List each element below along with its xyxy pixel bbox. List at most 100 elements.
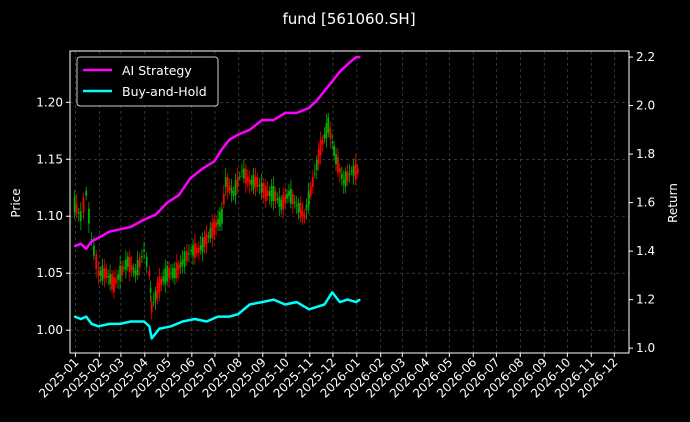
- legend-label-buy-and-hold: Buy-and-Hold: [122, 84, 207, 99]
- price-bar: [278, 196, 281, 208]
- price-bar: [258, 184, 261, 186]
- price-bar: [121, 265, 123, 276]
- y-left-axis: 1.00 1.05 1.10 1.15 1.20: [36, 95, 70, 337]
- price-bar: [123, 267, 125, 269]
- series-point: [143, 320, 145, 323]
- price-bar: [264, 185, 267, 201]
- price-bar: [305, 205, 308, 211]
- price-bar: [260, 182, 263, 193]
- price-bar: [172, 268, 174, 279]
- price-bar: [97, 270, 100, 276]
- legend-box: [76, 56, 219, 107]
- price-bar: [234, 180, 237, 196]
- series-point: [170, 325, 172, 328]
- series-point: [339, 70, 341, 73]
- price-bar: [307, 191, 310, 207]
- price-bar: [119, 265, 122, 281]
- price-bar: [348, 173, 351, 175]
- series-point: [295, 112, 298, 114]
- price-bar: [238, 176, 241, 178]
- price-bar: [256, 177, 259, 188]
- price-bar: [73, 197, 76, 213]
- series-point: [119, 228, 121, 231]
- price-bar: [270, 185, 273, 201]
- price-bar: [148, 270, 151, 276]
- price-bar: [160, 279, 163, 285]
- price-bar: [272, 185, 275, 201]
- series-point: [331, 80, 333, 83]
- price-bar: [337, 157, 339, 173]
- price-bar: [87, 208, 90, 224]
- price-bar: [354, 163, 357, 179]
- series-point: [100, 235, 102, 238]
- price-bar: [149, 287, 152, 293]
- price-bar: [215, 222, 218, 228]
- series-point: [323, 303, 326, 306]
- price-bar: [217, 219, 219, 225]
- price-bar: [220, 208, 223, 224]
- price-bar: [117, 274, 119, 280]
- price-bar: [226, 177, 229, 193]
- price-bar: [323, 133, 326, 139]
- series-point: [261, 301, 263, 303]
- series-point: [194, 318, 196, 320]
- price-bar: [197, 247, 200, 253]
- price-bar: [248, 179, 251, 185]
- price-bar: [103, 268, 106, 279]
- price-bar: [313, 173, 316, 175]
- series-point: [150, 337, 153, 340]
- series-point: [221, 148, 223, 151]
- price-bar: [201, 237, 204, 253]
- y-left-label: Price: [9, 188, 23, 217]
- series-point: [177, 194, 180, 197]
- price-bar: [303, 213, 306, 219]
- price-bar: [168, 268, 170, 279]
- series-point: [217, 315, 219, 318]
- price-bar: [309, 185, 312, 196]
- price-bar: [291, 194, 294, 205]
- series-point: [119, 323, 121, 325]
- price-bar: [242, 168, 245, 179]
- price-bar: [192, 245, 194, 256]
- price-bar: [350, 170, 353, 172]
- series-point: [272, 119, 275, 121]
- price-bar: [95, 254, 98, 270]
- price-bar: [228, 185, 231, 191]
- series-point: [85, 315, 87, 318]
- price-bar: [246, 176, 249, 182]
- y-right-tick-label: 1.8: [636, 147, 655, 161]
- price-bar: [190, 250, 192, 252]
- price-bar: [115, 278, 117, 284]
- price-bar: [177, 265, 180, 271]
- y-left-tick-label: 1.05: [36, 266, 63, 280]
- price-bar: [185, 251, 188, 262]
- series-point: [355, 301, 357, 303]
- price-bar: [209, 228, 212, 239]
- price-bar: [85, 190, 88, 196]
- y-right-tick-label: 2.0: [636, 99, 655, 113]
- price-bar: [335, 154, 337, 165]
- price-bar: [299, 203, 302, 219]
- price-bar: [79, 211, 82, 222]
- price-bar: [321, 139, 324, 145]
- price-bar: [138, 256, 141, 267]
- series-point: [79, 318, 82, 320]
- price-bar: [175, 262, 178, 278]
- legend: AI Strategy Buy-and-Hold: [76, 56, 219, 107]
- price-bar: [199, 245, 202, 251]
- price-series: [73, 112, 359, 320]
- price-bar: [203, 236, 206, 247]
- price-bar: [254, 177, 257, 188]
- series-point: [158, 327, 161, 330]
- price-bar: [152, 301, 155, 303]
- price-bar: [162, 276, 165, 282]
- price-bar: [219, 211, 221, 227]
- chart-title: fund [561060.SH]: [282, 10, 415, 28]
- series-point: [73, 245, 76, 248]
- price-bar: [317, 148, 320, 164]
- y-right-label: Return: [666, 183, 680, 223]
- price-bar: [286, 193, 288, 199]
- price-bar: [280, 199, 283, 210]
- y-right-tick-label: 1.2: [636, 293, 655, 307]
- price-bar: [99, 270, 102, 276]
